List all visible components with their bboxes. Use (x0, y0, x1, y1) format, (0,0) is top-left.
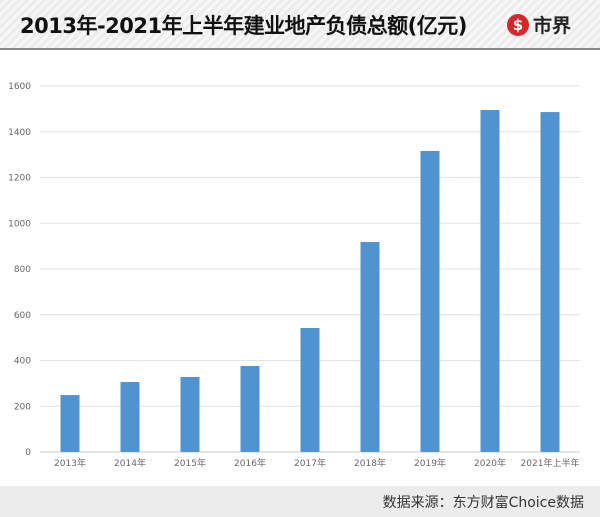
bar (180, 376, 200, 452)
footer: 数据来源：东方财富Choice数据 (0, 486, 600, 517)
brand-logo: $ 市界 (507, 11, 571, 38)
chart-title: 2013年-2021年上半年建业地产负债总额(亿元) (20, 14, 467, 38)
header: 2013年-2021年上半年建业地产负债总额(亿元) $ 市界 (0, 0, 600, 50)
y-tick-label: 1000 (8, 219, 31, 229)
dollar-circle-icon: $ (507, 13, 529, 36)
x-tick-label: 2016年 (234, 457, 266, 469)
x-tick-label: 2013年 (54, 457, 86, 469)
y-tick-label: 1400 (8, 128, 31, 138)
x-tick-label: 2015年 (174, 457, 206, 469)
y-tick-label: 800 (14, 265, 31, 275)
y-tick-label: 600 (14, 311, 31, 321)
y-tick-label: 0 (25, 448, 31, 458)
logo-text: 市界 (533, 15, 572, 37)
bar (60, 395, 80, 452)
bar (300, 328, 320, 452)
x-tick-label: 2014年 (114, 457, 146, 469)
bar (420, 150, 440, 452)
bar (120, 382, 140, 452)
bar (240, 365, 260, 452)
bar (480, 110, 500, 453)
x-tick-label: 2021年上半年 (521, 457, 580, 469)
y-tick-label: 1600 (8, 82, 31, 92)
x-tick-label: 2019年 (414, 457, 446, 469)
x-tick-label: 2020年 (474, 457, 506, 469)
y-tick-label: 200 (14, 402, 31, 412)
x-tick-label: 2018年 (354, 457, 386, 469)
bar (360, 242, 380, 452)
bar-chart: 0 200 400 600 800 1000 1200 1400 1600 2013年 2014年 2… (8, 82, 580, 469)
data-source: 数据来源：东方财富Choice数据 (382, 495, 584, 511)
x-tick-label: 2017年 (294, 457, 326, 469)
bar (540, 112, 560, 452)
y-tick-label: 1200 (8, 174, 31, 184)
y-tick-label: 400 (14, 357, 31, 367)
